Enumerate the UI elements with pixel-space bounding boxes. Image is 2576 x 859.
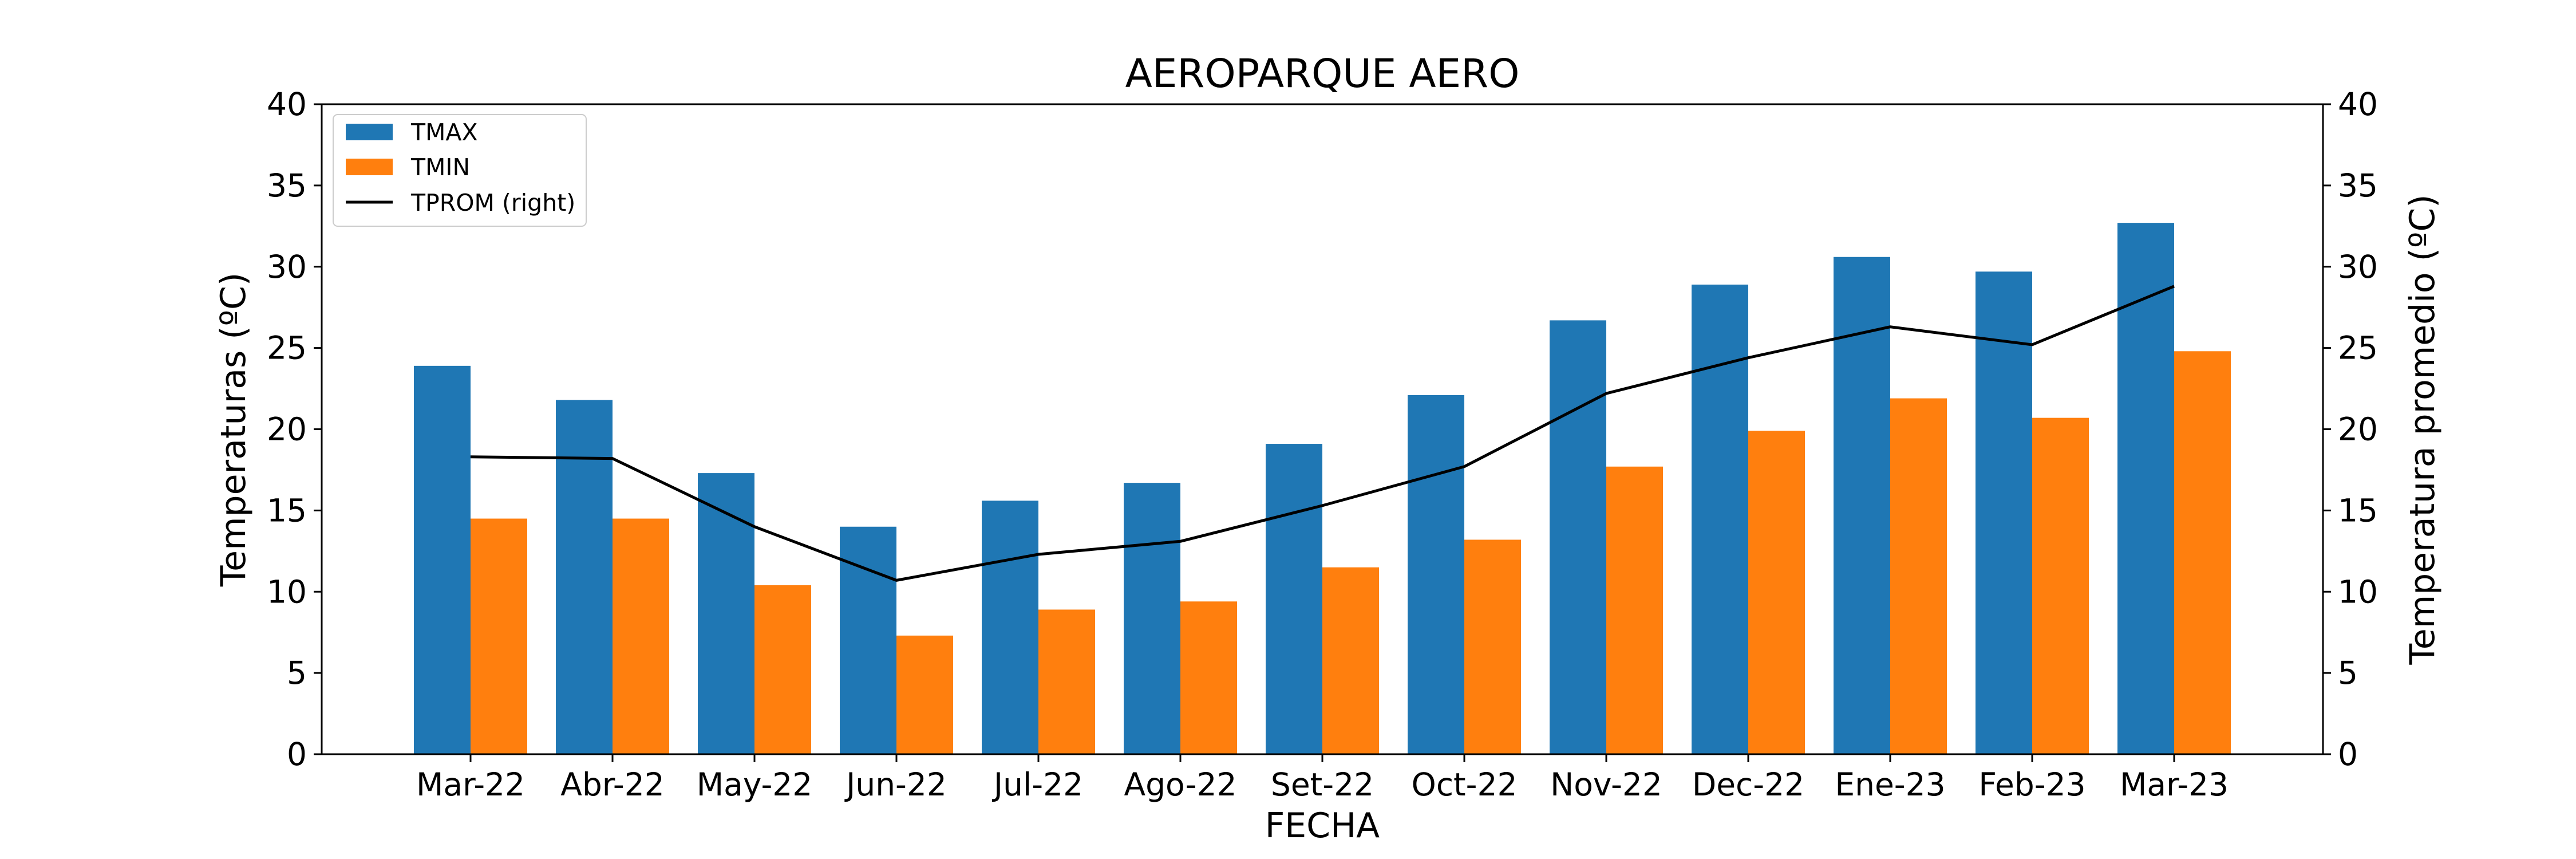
bar-tmax-mar-23 — [2117, 223, 2174, 754]
bar-tmin-feb-23 — [2032, 417, 2089, 754]
y-axis-right: 0 5 10 15 20 25 30 35 40 — [2323, 86, 2378, 773]
y-tick-right-label: 10 — [2338, 573, 2378, 610]
y-tick-left-label: 20 — [267, 411, 307, 448]
y-tick-left-label: 30 — [267, 249, 307, 285]
x-tick-label: Ago-22 — [1124, 766, 1236, 803]
bar-tmin-mar-22 — [471, 518, 527, 754]
bar-tmin-nov-22 — [1606, 466, 1663, 754]
legend-box — [333, 114, 587, 227]
bar-tmax-ene-23 — [1834, 257, 1890, 755]
y-tick-left-label: 10 — [267, 573, 307, 610]
x-tick-label: Mar-23 — [2120, 766, 2229, 803]
x-tick-label: Ene-23 — [1835, 766, 1945, 803]
y-tick-right-label: 0 — [2338, 736, 2358, 773]
bar-tmax-may-22 — [698, 473, 754, 754]
x-tick-label: Nov-22 — [1550, 766, 1662, 803]
y-tick-right-label: 20 — [2338, 411, 2378, 448]
legend-label: TPROM (right) — [410, 189, 575, 216]
x-tick-label: Dec-22 — [1692, 766, 1804, 803]
bar-tmax-feb-23 — [1976, 271, 2032, 754]
y-tick-right-label: 35 — [2338, 167, 2378, 204]
bar-tmax-abr-22 — [556, 400, 613, 754]
x-axis: Mar-22 Abr-22 May-22 Jun-22 Jul-22 Ago-22 Set-… — [416, 754, 2229, 803]
bar-tmin-set-22 — [1322, 567, 1379, 754]
y-tick-left-label: 40 — [267, 86, 307, 123]
bar-tmax-jul-22 — [982, 501, 1038, 754]
bar-tmax-oct-22 — [1408, 395, 1464, 754]
legend-label: TMIN — [410, 153, 470, 181]
bar-tmax-mar-22 — [414, 365, 471, 754]
bar-tmax-dec-22 — [1692, 284, 1748, 754]
y-axis-label-left: Temperaturas (ºC) — [214, 273, 254, 588]
y-tick-right-label: 30 — [2338, 249, 2378, 285]
y-axis-left: 0 5 10 15 20 25 30 35 40 — [267, 86, 322, 773]
bar-tmin-mar-23 — [2174, 351, 2231, 754]
legend: TMAX TMIN TPROM (right) — [333, 114, 587, 227]
y-tick-left-label: 15 — [267, 492, 307, 529]
x-tick-label: Feb-23 — [1978, 766, 2085, 803]
legend-swatch-tmax — [346, 124, 393, 140]
y-tick-left-label: 0 — [287, 736, 307, 773]
y-tick-left-label: 35 — [267, 167, 307, 204]
y-tick-left-label: 5 — [287, 655, 307, 691]
bar-tmin-dec-22 — [1748, 431, 1805, 754]
x-tick-label: Jun-22 — [844, 766, 947, 803]
y-tick-right-label: 15 — [2338, 492, 2378, 529]
y-axis-label-right: Temperatura promedio (ºC) — [2403, 194, 2443, 665]
bars-group — [414, 223, 2231, 755]
bar-tmax-ago-22 — [1124, 483, 1180, 754]
x-tick-label: Set-22 — [1271, 766, 1374, 803]
legend-swatch-tmin — [346, 159, 393, 175]
bar-tmin-ago-22 — [1180, 601, 1237, 754]
bar-tmax-nov-22 — [1550, 320, 1606, 754]
bar-tmin-jun-22 — [896, 635, 953, 754]
y-tick-right-label: 5 — [2338, 655, 2358, 691]
y-tick-right-label: 25 — [2338, 330, 2378, 367]
x-tick-label: May-22 — [697, 766, 813, 803]
bar-tmin-may-22 — [754, 585, 811, 754]
bar-tmin-oct-22 — [1464, 539, 1521, 754]
y-tick-right-label: 40 — [2338, 86, 2378, 123]
bar-tmax-set-22 — [1266, 444, 1322, 754]
line-group — [470, 285, 2175, 582]
x-tick-label: Abr-22 — [560, 766, 664, 803]
bar-tmin-ene-23 — [1890, 398, 1947, 754]
bar-tmin-jul-22 — [1038, 609, 1095, 754]
legend-label: TMAX — [410, 119, 478, 146]
bar-tmin-abr-22 — [613, 518, 669, 754]
y-tick-left-label: 25 — [267, 330, 307, 367]
x-tick-label: Oct-22 — [1412, 766, 1518, 803]
x-axis-label: FECHA — [1265, 806, 1380, 846]
bar-tmax-jun-22 — [840, 526, 896, 754]
chart-title: AEROPARQUE AERO — [1125, 51, 1520, 97]
x-tick-label: Mar-22 — [416, 766, 525, 803]
x-tick-label: Jul-22 — [992, 766, 1083, 803]
